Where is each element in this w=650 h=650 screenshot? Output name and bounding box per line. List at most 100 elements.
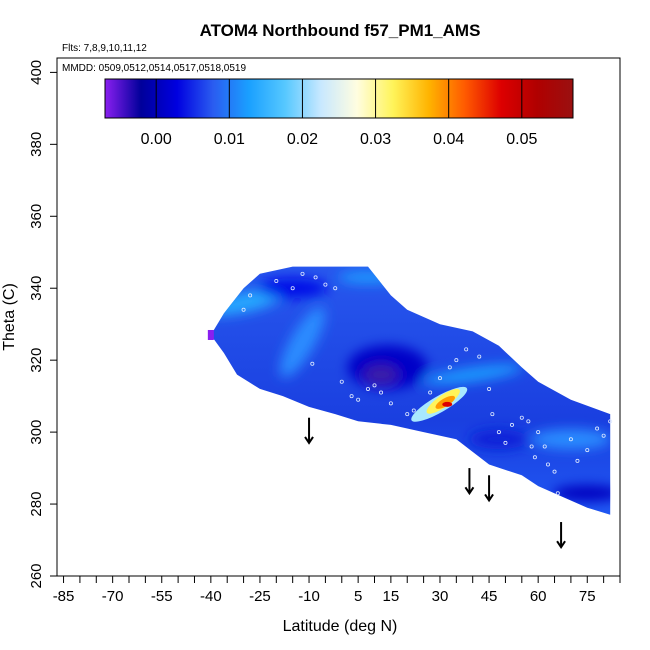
field-low-region: [257, 278, 328, 299]
observation-point: [310, 361, 315, 366]
observation-point: [536, 430, 541, 435]
observation-point: [379, 390, 384, 395]
y-tick-label: 360: [28, 204, 45, 229]
x-axis: -85 -70 -55 -40 -25 -10 5 15 30 45 60 75: [53, 576, 621, 605]
y-tick-label: 400: [28, 60, 45, 85]
colorbar-tick-label: 0.01: [214, 131, 245, 148]
observation-point: [595, 426, 600, 431]
field-streak: [279, 307, 326, 378]
observation-point: [313, 275, 318, 280]
colorbar-tick-label: 0.00: [141, 131, 172, 148]
observation-point: [437, 376, 442, 381]
observation-point: [447, 365, 452, 370]
observation-point: [509, 422, 514, 427]
observation-point: [274, 279, 279, 284]
observation-point: [290, 286, 295, 291]
flights-label: Flts: 7,8,9,10,11,12: [62, 43, 147, 54]
observation-point: [496, 430, 501, 435]
observation-point: [428, 390, 433, 395]
x-tick-label: -25: [249, 588, 271, 605]
observation-point: [411, 408, 416, 413]
observation-point: [372, 383, 377, 388]
observation-point: [365, 386, 370, 391]
observation-point: [477, 354, 482, 359]
x-tick-label: 45: [481, 588, 498, 605]
x-tick-label: -55: [151, 588, 173, 605]
y-tick-label: 340: [28, 276, 45, 301]
observation-point: [454, 358, 459, 363]
field-low-region: [552, 485, 611, 502]
field-streak: [530, 429, 611, 450]
arrow-head: [484, 493, 494, 503]
colorbar-tick-label: 0.02: [287, 131, 318, 148]
y-tick-label: 280: [28, 492, 45, 517]
observation-point: [349, 394, 354, 399]
observation-point: [388, 401, 393, 406]
observation-point: [405, 412, 410, 417]
x-tick-label: 15: [383, 588, 400, 605]
field-low-region: [363, 364, 400, 385]
observation-point: [339, 379, 344, 384]
dates-label: MMDD: 0509,0512,0514,0517,0518,0519: [62, 63, 246, 74]
y-tick-label: 300: [28, 420, 45, 445]
colorbar: [104, 78, 574, 119]
y-axis-label: Theta (C): [1, 283, 18, 351]
observation-point: [545, 462, 550, 467]
colorbar-tick-label: 0.04: [433, 131, 464, 148]
observation-point: [552, 469, 557, 474]
down-arrow-icon: [556, 522, 566, 550]
observation-point: [248, 293, 253, 298]
x-tick-label: 5: [354, 588, 362, 605]
observation-point: [300, 271, 305, 276]
y-axis: 260 280 300 320 340 360 380 400: [28, 60, 57, 589]
x-tick-label: -10: [298, 588, 320, 605]
observation-point: [464, 347, 469, 352]
observation-point: [333, 286, 338, 291]
observation-point: [608, 419, 613, 424]
plot-frame: [56, 57, 621, 577]
x-tick-label: -85: [53, 588, 75, 605]
field-streak: [423, 364, 523, 385]
x-tick-label: 60: [530, 588, 547, 605]
chart-title: ATOM4 Northbound f57_PM1_AMS: [200, 21, 481, 40]
observation-point: [532, 455, 537, 460]
observation-point: [542, 444, 547, 449]
observation-point: [487, 386, 492, 391]
observation-point: [585, 448, 590, 453]
down-arrow-icon: [304, 417, 314, 445]
observation-point: [519, 415, 524, 420]
colorbar-tick-label: 0.05: [506, 131, 537, 148]
arrow-head: [304, 436, 314, 445]
x-tick-label: -70: [102, 588, 124, 605]
arrow-head: [464, 486, 475, 496]
field-hotspot: [411, 386, 468, 422]
observation-points: [241, 271, 613, 496]
observation-point: [490, 412, 495, 417]
flight-arrows: [304, 417, 566, 550]
x-tick-label: -40: [200, 588, 222, 605]
y-tick-label: 260: [28, 563, 45, 588]
y-tick-label: 380: [28, 132, 45, 157]
observation-point: [241, 307, 246, 312]
down-arrow-icon: [464, 468, 475, 496]
down-arrow-icon: [484, 475, 494, 503]
field-streak: [337, 271, 398, 284]
field-low-region: [468, 429, 529, 450]
observation-point: [323, 282, 328, 287]
colorbar-tick-label: 0.03: [360, 131, 391, 148]
observation-point: [503, 440, 508, 445]
x-tick-label: 75: [579, 588, 596, 605]
y-tick-label: 320: [28, 348, 45, 373]
observation-point: [568, 437, 573, 442]
x-axis-label: Latitude (deg N): [283, 618, 398, 635]
colorbar-ticks: 0.00 0.01 0.02 0.03 0.04 0.05: [141, 79, 537, 148]
observation-point: [555, 491, 560, 496]
observation-point: [575, 458, 580, 463]
observation-point: [356, 397, 361, 402]
observation-point: [601, 433, 606, 438]
x-tick-label: 30: [432, 588, 449, 605]
observation-point: [526, 419, 531, 424]
arrow-head: [556, 540, 566, 550]
observation-point: [529, 444, 534, 449]
field-edge-tip: [207, 329, 214, 340]
